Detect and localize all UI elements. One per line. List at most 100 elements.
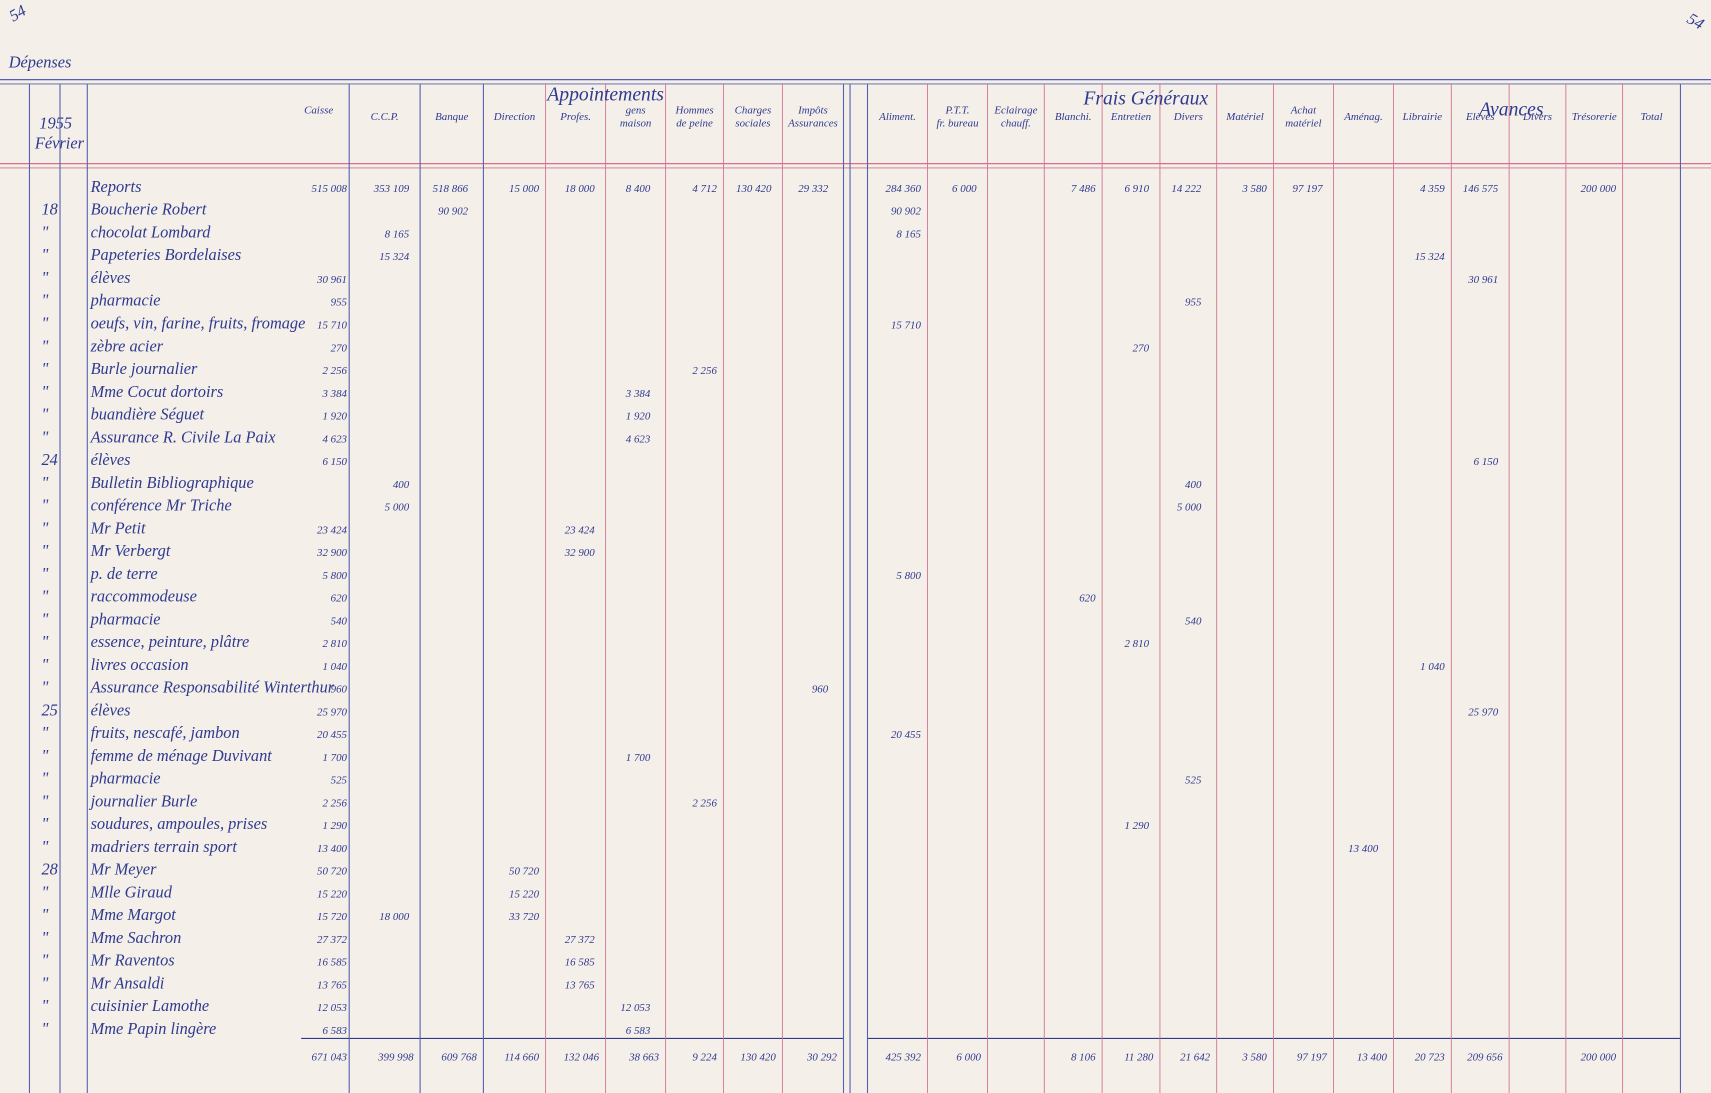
amount: 1 290 — [322, 820, 347, 832]
column-header: Blanchi. — [1055, 111, 1092, 123]
group-header: Avances — [1477, 100, 1544, 121]
column-header: Direction — [493, 111, 535, 123]
amount: 620 — [331, 593, 348, 605]
amount: 27 372 — [565, 934, 596, 946]
amount: 200 000 — [1581, 183, 1617, 195]
date: " — [41, 1019, 48, 1038]
amount: 146 575 — [1463, 183, 1499, 195]
column-header: fr. bureau — [937, 118, 980, 130]
total: 6 000 — [956, 1051, 981, 1063]
date: " — [41, 655, 48, 674]
entry-label: Mme Cocut dortoirs — [90, 382, 224, 401]
entry-label: Reports — [90, 177, 142, 196]
amount: 525 — [331, 775, 348, 787]
column-header: gens — [626, 104, 646, 116]
amount: 15 324 — [1415, 251, 1446, 263]
total: 97 197 — [1297, 1051, 1328, 1063]
amount: 13 765 — [317, 979, 348, 991]
amount: 270 — [331, 342, 348, 354]
entry-label: Boucherie Robert — [91, 200, 207, 219]
entry-label: conférence Mr Triche — [91, 496, 232, 515]
entry-label: zèbre acier — [90, 336, 164, 355]
total: 425 392 — [886, 1051, 922, 1063]
amount: 2 256 — [692, 797, 717, 809]
column-header: Total — [1641, 111, 1663, 123]
column-header: Divers — [1173, 111, 1203, 123]
column-header: sociales — [735, 118, 770, 130]
total: 609 768 — [441, 1051, 477, 1063]
amount: 4 623 — [322, 433, 347, 445]
entry-label: livres occasion — [91, 655, 189, 674]
amount: 6 910 — [1124, 183, 1149, 195]
amount: 620 — [1079, 593, 1096, 605]
total: 38 663 — [628, 1051, 660, 1063]
amount: 15 710 — [317, 320, 348, 332]
ledger-title: Dépenses — [8, 53, 72, 72]
entry-label: soudures, ampoules, prises — [91, 814, 268, 833]
amount: 8 165 — [385, 228, 410, 240]
amount: 30 961 — [316, 274, 347, 286]
amount: 90 902 — [891, 206, 922, 218]
month: Février — [34, 133, 85, 152]
total: 20 723 — [1415, 1051, 1446, 1063]
amount: 518 866 — [433, 183, 469, 195]
date: " — [41, 541, 48, 560]
amount: 33 720 — [508, 911, 540, 923]
date: " — [41, 905, 48, 924]
entry-label: oeufs, vin, farine, fruits, fromage — [91, 314, 306, 333]
entry-label: raccommodeuse — [91, 587, 197, 606]
date: " — [41, 359, 48, 378]
amount: 29 332 — [798, 183, 829, 195]
amount: 400 — [1185, 479, 1202, 491]
entry-label: élèves — [91, 700, 131, 719]
amount: 1 920 — [322, 411, 347, 423]
amount: 50 720 — [317, 866, 348, 878]
entry-label: essence, peinture, plâtre — [91, 632, 250, 651]
entry-label: Mme Papin lingère — [90, 1019, 217, 1038]
column-header: Achat — [1290, 104, 1317, 116]
entry-label: élèves — [91, 450, 131, 469]
amount: 1 700 — [626, 752, 651, 764]
total: 399 998 — [377, 1051, 414, 1063]
date: " — [41, 723, 48, 742]
date: 18 — [41, 200, 57, 219]
date: " — [41, 405, 48, 424]
entry-label: Assurance R. Civile La Paix — [90, 427, 277, 446]
date: " — [41, 996, 48, 1015]
amount: 12 053 — [620, 1002, 651, 1014]
amount: 1 040 — [322, 661, 347, 673]
entry-label: Papeteries Bordelaises — [90, 245, 242, 264]
entry-label: Mr Raventos — [90, 951, 175, 970]
date: " — [41, 609, 48, 628]
total: 132 046 — [564, 1051, 600, 1063]
amount: 960 — [812, 684, 829, 696]
column-header: Trésorerie — [1572, 111, 1617, 123]
date: " — [41, 814, 48, 833]
total: 11 280 — [1124, 1051, 1154, 1063]
date: " — [41, 564, 48, 583]
amount: 130 420 — [736, 183, 772, 195]
amount: 5 800 — [322, 570, 347, 582]
amount: 1 040 — [1420, 661, 1445, 673]
amount: 7 486 — [1071, 183, 1096, 195]
amount: 1 700 — [322, 752, 347, 764]
amount: 14 222 — [1171, 183, 1202, 195]
date: " — [41, 678, 48, 697]
amount: 5 800 — [896, 570, 921, 582]
amount: 32 900 — [564, 547, 596, 559]
year: 1955 — [39, 114, 72, 133]
entry-label: Mr Meyer — [90, 860, 158, 879]
entry-label: Mme Margot — [90, 905, 177, 924]
column-header: Aliment. — [878, 111, 916, 123]
amount: 3 384 — [321, 388, 347, 400]
total: 114 660 — [504, 1051, 539, 1063]
amount: 32 900 — [316, 547, 348, 559]
amount: 6 583 — [626, 1025, 651, 1037]
amount: 400 — [393, 479, 410, 491]
column-header: C.C.P. — [371, 111, 399, 123]
entry-label: Mr Petit — [90, 518, 146, 537]
amount: 13 400 — [1348, 843, 1379, 855]
entry-label: élèves — [91, 268, 131, 287]
entry-label: p. de terre — [90, 564, 158, 583]
entry-label: fruits, nescafé, jambon — [91, 723, 240, 742]
